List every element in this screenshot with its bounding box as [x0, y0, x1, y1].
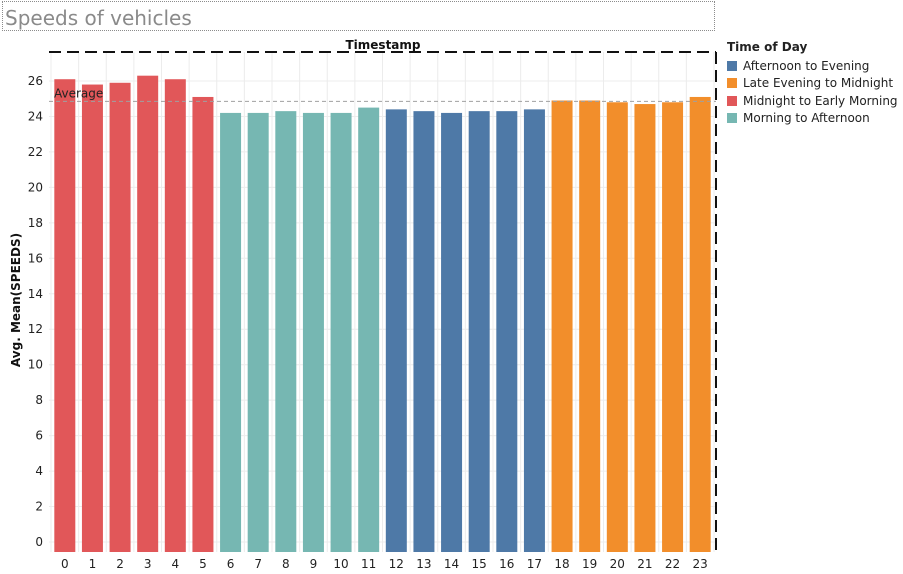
y-tick-label: 26 [28, 74, 43, 88]
x-axis-title: Timestamp [345, 38, 420, 52]
legend-label: Morning to Afternoon [743, 111, 870, 126]
x-tick-label: 1 [89, 557, 97, 571]
x-tick-label: 23 [693, 557, 708, 571]
y-tick-label: 24 [28, 109, 43, 123]
x-tick-label: 8 [282, 557, 290, 571]
x-tick-label: 14 [444, 557, 459, 571]
x-tick-label: 6 [227, 557, 235, 571]
bars-layer [54, 75, 711, 553]
legend-item-morning-to-afternoon[interactable]: Morning to Afternoon [727, 110, 898, 128]
bar-hour-17[interactable] [523, 109, 545, 552]
bar-hour-21[interactable] [634, 104, 656, 553]
legend-item-late-evening-to-midnight[interactable]: Late Evening to Midnight [727, 75, 898, 93]
bar-hour-7[interactable] [247, 112, 269, 553]
x-tick-label: 4 [171, 557, 179, 571]
x-tick-label: 0 [61, 557, 69, 571]
y-axis-title: Avg. Mean(SPEEDS) [9, 233, 23, 367]
bar-hour-9[interactable] [302, 112, 324, 553]
bar-hour-15[interactable] [468, 111, 490, 553]
legend-label: Midnight to Early Morning [743, 93, 898, 108]
x-tick-label: 15 [472, 557, 487, 571]
bar-hour-3[interactable] [137, 75, 159, 552]
y-tick-label: 0 [35, 535, 43, 549]
y-tick-label: 18 [28, 216, 43, 230]
legend-swatch [727, 113, 737, 124]
x-tick-label: 19 [582, 557, 597, 571]
x-tick-label: 17 [527, 557, 542, 571]
legend-title: Time of Day [727, 40, 808, 54]
legend-item-afternoon-to-evening[interactable]: Afternoon to Evening [727, 57, 898, 75]
bar-hour-22[interactable] [662, 102, 684, 553]
bar-hour-1[interactable] [81, 84, 103, 553]
x-tick-label: 21 [637, 557, 652, 571]
y-tick-label: 8 [35, 393, 43, 407]
bar-hour-0[interactable] [54, 79, 76, 552]
legend-item-midnight-to-early-morning[interactable]: Midnight to Early Morning [727, 92, 898, 110]
legend-label: Late Evening to Midnight [743, 76, 894, 91]
legend-swatch [727, 60, 737, 71]
y-tick-label: 6 [35, 429, 43, 443]
y-tick-label: 20 [28, 180, 43, 194]
x-tick-label: 11 [361, 557, 376, 571]
bar-hour-18[interactable] [551, 100, 573, 552]
bar-hour-12[interactable] [385, 109, 407, 552]
x-tick-label: 3 [144, 557, 152, 571]
reference-line-layer: Average [49, 86, 716, 102]
y-tick-label: 4 [35, 464, 43, 478]
x-tick-label: 16 [499, 557, 514, 571]
bar-hour-11[interactable] [358, 107, 380, 552]
bar-hour-23[interactable] [689, 96, 711, 552]
x-tick-label: 20 [610, 557, 625, 571]
title-box: Speeds of vehicles [2, 1, 715, 31]
bar-hour-5[interactable] [192, 96, 214, 552]
x-tick-label: 2 [116, 557, 124, 571]
average-reference-label: Average [54, 86, 103, 100]
x-tick-label: 12 [389, 557, 404, 571]
x-tick-label: 10 [333, 557, 348, 571]
x-tick-label: 7 [254, 557, 262, 571]
bar-hour-2[interactable] [109, 82, 131, 553]
bar-hour-8[interactable] [275, 111, 297, 553]
legend-swatch [727, 78, 737, 89]
y-tick-label: 12 [28, 322, 43, 336]
x-tick-label: 9 [310, 557, 318, 571]
bar-hour-16[interactable] [496, 111, 518, 553]
bar-hour-6[interactable] [220, 112, 242, 553]
legend-label: Afternoon to Evening [743, 58, 870, 73]
bar-hour-14[interactable] [441, 112, 463, 553]
y-tick-label: 16 [28, 251, 43, 265]
bar-hour-19[interactable] [579, 100, 601, 552]
grid-layer [49, 52, 716, 552]
bar-hour-13[interactable] [413, 111, 435, 553]
x-tick-label: 5 [199, 557, 207, 571]
bar-hour-4[interactable] [164, 79, 186, 552]
legend: Time of Day Afternoon to Evening Late Ev… [727, 40, 898, 127]
x-tick-label: 18 [554, 557, 569, 571]
y-tick-label: 2 [35, 500, 43, 514]
bar-hour-10[interactable] [330, 112, 352, 553]
legend-swatch [727, 95, 737, 106]
x-tick-label: 13 [416, 557, 431, 571]
x-tick-label: 22 [665, 557, 680, 571]
chart-title: Speeds of vehicles [5, 6, 192, 30]
x-tick-labels: 0 1 2 3 4 5 6 7 8 9 10 11 12 13 14 15 16 17 18 19 20 21 22 23 [61, 557, 708, 571]
y-tick-label: 14 [28, 287, 43, 301]
y-tick-label: 22 [28, 145, 43, 159]
y-tick-label: 10 [28, 358, 43, 372]
bar-hour-20[interactable] [606, 102, 628, 553]
